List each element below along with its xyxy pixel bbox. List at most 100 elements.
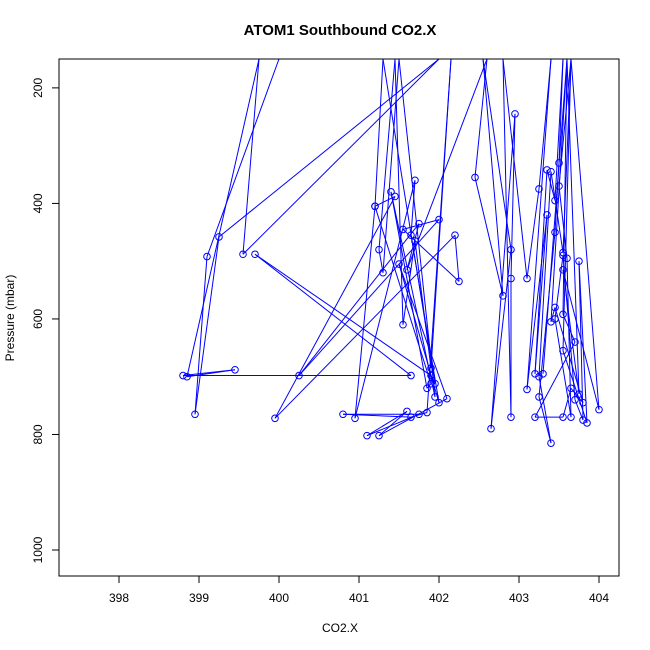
data-point xyxy=(539,370,547,378)
data-point xyxy=(535,185,543,193)
data-point xyxy=(203,252,211,261)
data-point xyxy=(407,413,415,421)
data-point xyxy=(511,110,519,118)
data-point xyxy=(427,371,435,380)
series-segment xyxy=(194,236,220,415)
data-point xyxy=(427,379,435,388)
data-point xyxy=(451,231,459,239)
series-segment xyxy=(490,113,516,429)
series-segment xyxy=(502,59,528,279)
data-point xyxy=(535,393,543,401)
data-point xyxy=(455,277,463,286)
data-point xyxy=(271,414,279,423)
series-segment xyxy=(354,180,416,419)
data-point xyxy=(391,192,399,201)
data-point xyxy=(547,318,555,326)
data-point xyxy=(575,257,583,265)
data-point xyxy=(543,211,551,219)
data-point xyxy=(399,320,407,329)
series-segment xyxy=(502,59,512,418)
series-segment xyxy=(482,59,504,296)
series-segment xyxy=(374,206,432,384)
data-point xyxy=(575,390,583,398)
data-point xyxy=(295,371,303,380)
series-segment xyxy=(394,59,404,325)
series-segment xyxy=(554,255,564,320)
data-point xyxy=(559,413,567,421)
series-segment xyxy=(194,256,208,415)
x-tick-label: 402 xyxy=(429,591,449,605)
series-segment xyxy=(254,253,412,376)
data-point xyxy=(583,419,591,427)
series-segment xyxy=(182,369,236,377)
series-segment xyxy=(206,59,280,257)
data-point xyxy=(179,371,187,380)
series-segment xyxy=(562,388,572,418)
data-point xyxy=(595,405,603,414)
data-point xyxy=(507,274,515,283)
data-point xyxy=(547,167,555,176)
data-point xyxy=(411,176,419,185)
y-tick-label: 600 xyxy=(31,309,45,329)
series-layer xyxy=(179,59,603,447)
x-axis: 398 399 400 401 402 403 404 xyxy=(109,576,609,605)
data-point xyxy=(551,196,559,205)
data-point xyxy=(559,248,567,257)
series-segment xyxy=(410,180,416,236)
series-segment xyxy=(554,307,584,403)
series-segment xyxy=(526,59,552,390)
series-segment xyxy=(406,223,420,270)
series-segment xyxy=(242,59,260,255)
series-segment xyxy=(538,396,552,444)
series-segment xyxy=(378,59,396,250)
data-point xyxy=(403,407,411,416)
data-point xyxy=(231,365,239,374)
data-point xyxy=(183,372,191,381)
data-point xyxy=(551,228,559,237)
series-segment xyxy=(578,261,588,423)
series-segment xyxy=(510,113,516,279)
series-segment xyxy=(274,196,396,419)
series-segment xyxy=(474,177,504,296)
data-point xyxy=(559,310,567,319)
series-segment xyxy=(542,59,568,374)
data-point xyxy=(407,371,415,380)
data-point xyxy=(215,233,223,241)
x-tick-label: 400 xyxy=(269,591,289,605)
data-point xyxy=(547,439,555,447)
data-point xyxy=(351,414,359,423)
data-point xyxy=(571,396,579,404)
data-point xyxy=(555,159,563,167)
series-segment xyxy=(562,269,600,410)
data-point xyxy=(399,225,407,234)
data-point xyxy=(427,364,435,372)
data-point xyxy=(571,338,579,346)
series-segment xyxy=(378,410,408,437)
x-axis-label: CO2.X xyxy=(322,621,358,635)
series-segment xyxy=(274,234,456,419)
series-segment xyxy=(354,206,376,419)
y-tick-label: 400 xyxy=(31,193,45,213)
series-segment xyxy=(454,235,460,282)
data-point xyxy=(471,173,479,182)
chart-title: ATOM1 Southbound CO2.X xyxy=(244,22,437,39)
y-tick-label: 1000 xyxy=(31,536,45,563)
series-segment xyxy=(298,219,440,376)
data-point xyxy=(559,251,567,260)
data-point xyxy=(339,410,347,419)
series-segment xyxy=(406,59,488,271)
x-tick-label: 401 xyxy=(349,591,369,605)
data-point xyxy=(371,202,379,211)
data-point xyxy=(507,245,515,254)
data-point xyxy=(559,346,567,355)
data-point xyxy=(191,410,199,419)
data-point xyxy=(443,394,451,403)
series-segment xyxy=(398,263,448,399)
data-point xyxy=(543,166,551,174)
series-segment xyxy=(538,171,552,377)
series-segment xyxy=(534,169,548,374)
data-point xyxy=(407,231,415,239)
x-tick-label: 404 xyxy=(589,591,609,605)
series-segment xyxy=(562,59,572,351)
